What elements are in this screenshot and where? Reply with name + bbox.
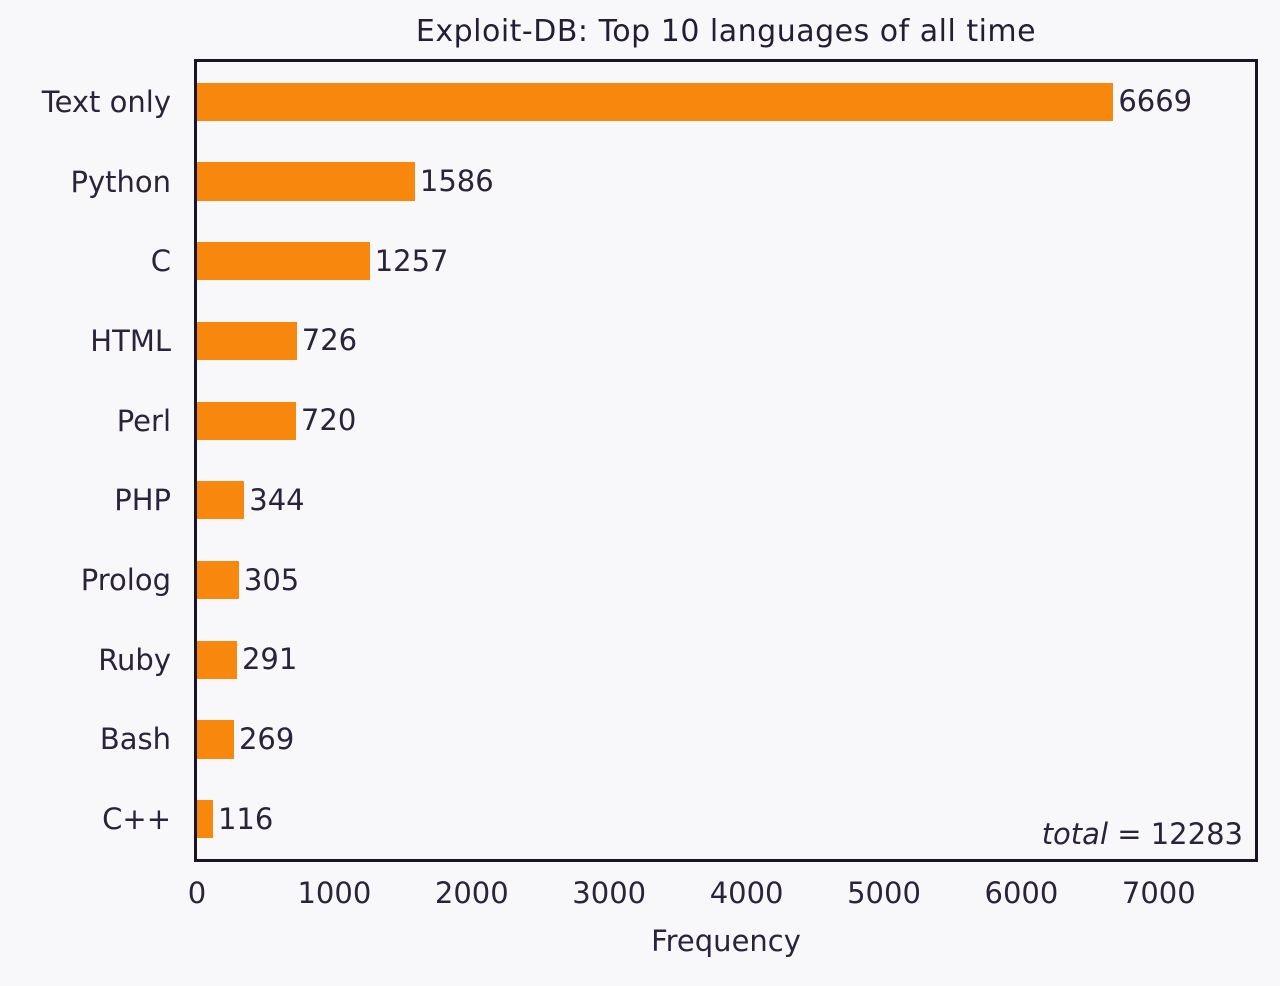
x-tick-label: 0 <box>187 876 207 910</box>
bar <box>197 640 237 679</box>
x-tick-label: 6000 <box>984 876 1059 910</box>
plot-area: 6669 1586 1257 726 720 344 305 291 269 116 total … <box>194 59 1258 862</box>
bar-row: 1257 <box>197 221 1255 301</box>
x-axis-label: Frequency <box>651 924 801 958</box>
category-label: Perl <box>116 403 171 438</box>
category-label: PHP <box>114 483 171 518</box>
bar <box>197 242 370 281</box>
bar-row: 344 <box>197 461 1255 541</box>
bar-value-label: 1586 <box>419 164 494 199</box>
bar-value-label: 291 <box>241 642 298 677</box>
bar-row: 305 <box>197 540 1255 620</box>
bar-value-label: 726 <box>301 323 358 358</box>
bar-value-label: 1257 <box>374 243 449 278</box>
bar-row: 720 <box>197 381 1255 461</box>
bar-row: 726 <box>197 301 1255 381</box>
category-label: Bash <box>99 722 171 757</box>
bar-value-label: 720 <box>300 403 357 438</box>
bar <box>197 401 296 440</box>
bar-value-label: 6669 <box>1118 84 1193 119</box>
category-label: Prolog <box>80 563 171 598</box>
x-axis-ticks: 0 1000 2000 3000 4000 5000 6000 7000 <box>188 876 1255 918</box>
category-label: Python <box>70 164 171 199</box>
bar <box>197 162 415 201</box>
bar-rows: 6669 1586 1257 726 720 344 305 291 269 116 <box>197 62 1255 859</box>
bar-row: 116 <box>197 779 1255 859</box>
x-tick-label: 3000 <box>572 876 647 910</box>
bar-value-label: 116 <box>217 801 274 836</box>
category-label: C <box>150 244 171 279</box>
x-tick-label: 1000 <box>297 876 372 910</box>
x-tick-label: 4000 <box>709 876 784 910</box>
category-label: HTML <box>90 323 171 358</box>
bar <box>197 82 1114 121</box>
bar-row: 1586 <box>197 142 1255 222</box>
category-label: C++ <box>102 802 171 837</box>
bar-value-label: 344 <box>249 482 305 517</box>
y-axis-category-labels: Text only Python C HTML Perl PHP Prolog Ruby Bas… <box>0 62 183 859</box>
bar-value-label: 269 <box>238 721 295 756</box>
bar <box>197 720 234 759</box>
x-tick-label: 2000 <box>434 876 509 910</box>
total-annotation: total = 12283 <box>1042 817 1243 851</box>
category-label: Text only <box>41 84 171 119</box>
bar-row: 269 <box>197 700 1255 780</box>
bar <box>197 321 297 361</box>
bar-value-label: 305 <box>243 562 300 597</box>
x-tick-label: 5000 <box>847 876 921 910</box>
chart-title: Exploit-DB: Top 10 languages of all time <box>415 14 1037 49</box>
total-annotation-word: total <box>1041 817 1108 851</box>
bar-row: 291 <box>197 620 1255 700</box>
bar <box>197 800 213 839</box>
bar <box>197 560 239 600</box>
bar-row: 6669 <box>197 62 1255 142</box>
bar <box>197 481 245 520</box>
category-label: Ruby <box>98 642 171 677</box>
x-tick-label: 7000 <box>1121 876 1196 910</box>
total-annotation-value: = 12283 <box>1108 817 1243 851</box>
